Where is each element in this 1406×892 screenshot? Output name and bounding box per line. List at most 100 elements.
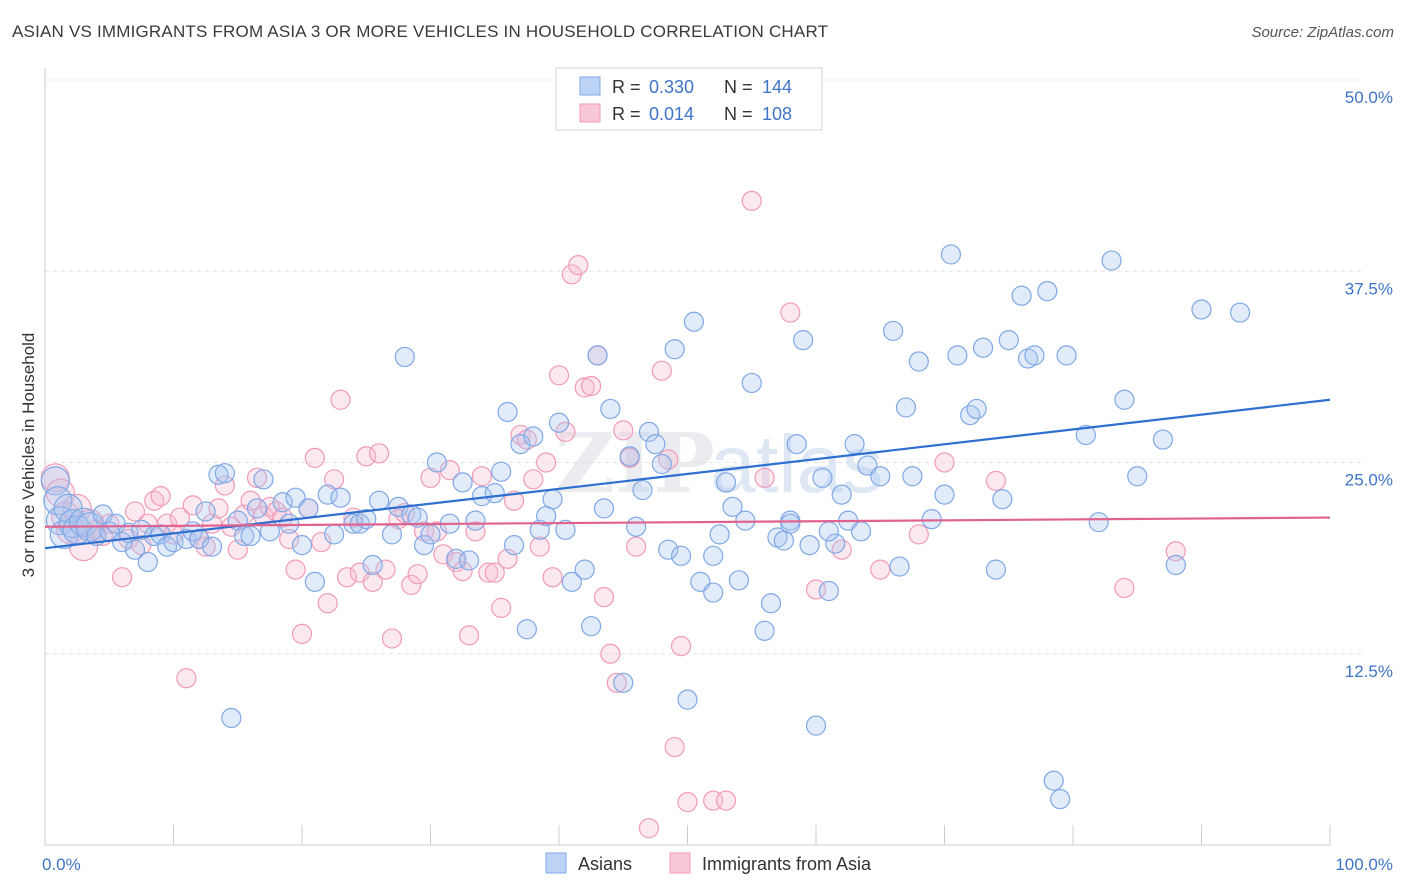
legend-n-label-1: N = bbox=[724, 77, 753, 97]
asians-point-85 bbox=[638, 421, 660, 442]
immigrants-point-104 bbox=[870, 559, 891, 580]
immigrants-point-43 bbox=[324, 469, 345, 490]
asians-point-76 bbox=[574, 559, 595, 580]
immigrants-point-106 bbox=[934, 452, 955, 473]
immigrants-trend-line bbox=[44, 516, 1331, 528]
immigrants-point-94 bbox=[664, 736, 685, 758]
immigrants-point-87 bbox=[606, 672, 627, 693]
asians-point-143 bbox=[1101, 250, 1122, 271]
asians-point-94 bbox=[703, 545, 724, 566]
immigrants-point-19 bbox=[169, 507, 191, 528]
chart-source: Source: ZipAtlas.com bbox=[1251, 24, 1394, 41]
asians-point-90 bbox=[670, 545, 692, 566]
legend-r-value-2: 0.014 bbox=[649, 104, 694, 124]
immigrants-point-21 bbox=[182, 495, 203, 516]
asians-point-32 bbox=[246, 498, 268, 519]
immigrants-point-109 bbox=[1165, 541, 1186, 562]
asians-point-101 bbox=[754, 620, 775, 641]
legend-n-value-1: 144 bbox=[762, 77, 792, 97]
watermark-atlas: atlas bbox=[710, 419, 883, 510]
immigrants-point-65 bbox=[465, 521, 486, 542]
asians-point-88 bbox=[658, 539, 679, 560]
immigrants-point-102 bbox=[805, 579, 827, 600]
legend-n-label-2: N = bbox=[724, 104, 753, 124]
immigrants-point-78 bbox=[548, 365, 570, 386]
asians-point-41 bbox=[317, 484, 338, 505]
legend-n-value-2: 108 bbox=[762, 104, 792, 124]
y-tick-labels: 12.5% 25.0% 37.5% 50.0% bbox=[1345, 88, 1393, 681]
immigrants-point-88 bbox=[613, 420, 634, 441]
asians-point-109 bbox=[805, 715, 827, 736]
immigrants-point-38 bbox=[291, 623, 313, 644]
immigrants-point-16 bbox=[150, 486, 171, 507]
immigrants-point-48 bbox=[356, 446, 377, 467]
asians-point-48 bbox=[369, 490, 390, 511]
asians-point-61 bbox=[465, 510, 486, 531]
asians-point-111 bbox=[818, 580, 839, 602]
immigrants-point-95 bbox=[670, 635, 692, 657]
asians-point-149 bbox=[1229, 302, 1251, 323]
asians-point-112 bbox=[825, 533, 846, 554]
immigrants-point-108 bbox=[1114, 577, 1135, 599]
x-tick-label-0: 0.0% bbox=[42, 855, 81, 874]
chart-title: ASIAN VS IMMIGRANTS FROM ASIA 3 OR MORE … bbox=[12, 22, 829, 41]
immigrants-point-91 bbox=[638, 818, 660, 839]
asians-point-38 bbox=[291, 535, 313, 556]
immigrants-point-86 bbox=[600, 643, 621, 664]
asians-point-116 bbox=[850, 521, 872, 542]
legend-r-value-1: 0.330 bbox=[649, 77, 694, 97]
immigrants-point-61 bbox=[439, 460, 460, 481]
asians-point-30 bbox=[234, 525, 255, 547]
immigrants-point-92 bbox=[651, 360, 672, 381]
immigrants-point-103 bbox=[831, 539, 852, 560]
asians-point-129 bbox=[966, 398, 987, 420]
immigrants-point-101 bbox=[780, 302, 801, 323]
legend-bottom-label-asians: Asians bbox=[578, 854, 632, 874]
asians-point-115 bbox=[844, 434, 865, 455]
immigrants-point-42 bbox=[317, 593, 338, 614]
asians-point-124 bbox=[921, 509, 942, 530]
asians-point-125 bbox=[934, 484, 955, 505]
legend-r-label-1: R = bbox=[612, 77, 641, 97]
asians-point-26 bbox=[201, 536, 223, 557]
asians-point-138 bbox=[1043, 770, 1064, 791]
asians-point-108 bbox=[799, 535, 820, 556]
immigrants-point-74 bbox=[523, 469, 544, 490]
immigrants-point-98 bbox=[715, 790, 737, 811]
asians-point-59 bbox=[452, 472, 473, 493]
asians-point-49 bbox=[381, 524, 403, 545]
immigrants-point-36 bbox=[279, 528, 300, 550]
asians-point-142 bbox=[1088, 512, 1109, 533]
asians-point-146 bbox=[1152, 429, 1174, 450]
asians-point-145 bbox=[1127, 466, 1148, 487]
immigrants-point-25 bbox=[208, 498, 229, 519]
asians-point-33 bbox=[253, 469, 274, 490]
asians-point-102 bbox=[760, 593, 782, 614]
legend-bottom-swatch-asians bbox=[545, 852, 567, 874]
asians-point-113 bbox=[831, 484, 852, 505]
asians-point-74 bbox=[555, 519, 576, 540]
immigrants-point-56 bbox=[407, 564, 428, 585]
asians-point-17 bbox=[137, 551, 158, 573]
asians-point-51 bbox=[394, 346, 415, 368]
asians-point-100 bbox=[741, 372, 762, 394]
asians-point-43 bbox=[330, 487, 351, 508]
asians-point-97 bbox=[722, 496, 743, 517]
asians-point-84 bbox=[632, 479, 653, 501]
y-tick-label-0: 12.5% bbox=[1345, 662, 1393, 681]
asians-point-47 bbox=[362, 554, 383, 576]
asians-point-69 bbox=[523, 426, 544, 447]
immigrants-point-55 bbox=[401, 574, 422, 596]
legend-swatch-immigrants bbox=[579, 103, 601, 123]
immigrants-point-41 bbox=[311, 531, 332, 553]
legend-r-label-2: R = bbox=[612, 104, 641, 124]
immigrants-point-31 bbox=[246, 467, 268, 488]
immigrants-point-60 bbox=[433, 544, 454, 565]
asians-point-121 bbox=[895, 397, 917, 418]
asians-point-89 bbox=[664, 339, 685, 360]
asians-point-137 bbox=[1037, 281, 1058, 302]
asians-point-96 bbox=[715, 472, 737, 493]
immigrants-point-83 bbox=[581, 375, 602, 397]
immigrants-point-44 bbox=[330, 389, 351, 410]
asians-point-144 bbox=[1114, 389, 1135, 410]
